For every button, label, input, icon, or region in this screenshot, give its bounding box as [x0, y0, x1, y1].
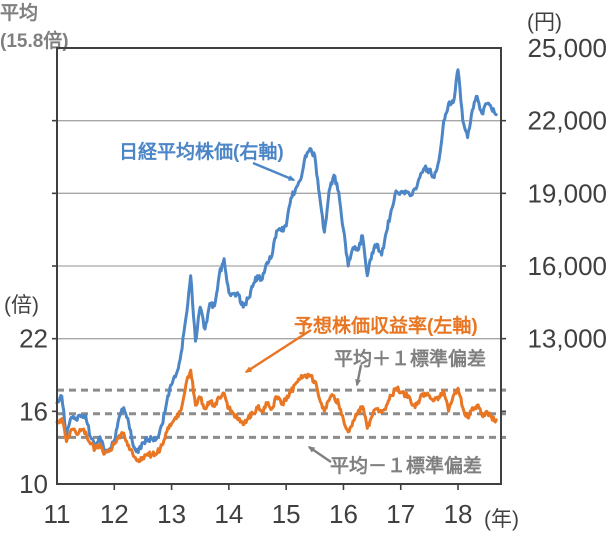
x-axis-tick-label: 16	[329, 499, 358, 529]
right-axis-tick-label: 16,000	[527, 251, 607, 281]
nikkei-arrow	[252, 161, 296, 182]
left-axis-tick-label: 10	[19, 469, 48, 499]
minus-1sd-label: 平均－１標準偏差	[330, 456, 483, 477]
x-axis-unit-label: (年)	[484, 508, 519, 531]
right-axis-tick-label: 19,000	[527, 178, 607, 208]
plus-1sd-label: 平均＋１標準偏差	[334, 349, 487, 370]
per-series-label: 予想株価収益率(左軸)	[294, 316, 478, 337]
left-axis-unit-label: (倍)	[4, 294, 39, 317]
x-axis-tick-label: 15	[272, 499, 301, 529]
minus-sigma-arrow	[307, 446, 332, 463]
nikkei-series-label: 日経平均株価(右軸)	[119, 142, 284, 163]
mean-label-line1: 平均	[0, 3, 39, 24]
nikkei-line	[55, 68, 498, 454]
x-axis-tick-label: 13	[157, 499, 186, 529]
right-axis-unit-label: (円)	[527, 11, 562, 34]
x-axis-tick-label: 17	[386, 499, 415, 529]
per-arrow	[244, 328, 312, 374]
mean-label-line2: (15.8倍)	[0, 30, 69, 52]
left-axis-tick-label: 16	[19, 396, 48, 426]
mean-label: 平均 (15.8倍)	[0, 0, 609, 55]
x-axis-tick-label: 11	[44, 499, 71, 529]
right-axis-tick-label: 13,000	[527, 324, 607, 354]
right-axis-tick-label: 25,000	[527, 33, 607, 63]
per-line	[55, 368, 498, 464]
x-axis-tick-label: 12	[100, 499, 129, 529]
plus-sigma-arrow	[355, 364, 363, 387]
x-axis-tick-label: 18	[444, 499, 473, 529]
right-axis-tick-label: 22,000	[527, 106, 607, 136]
left-axis-tick-label: 22	[19, 324, 48, 354]
x-axis-tick-label: 14	[214, 499, 243, 529]
